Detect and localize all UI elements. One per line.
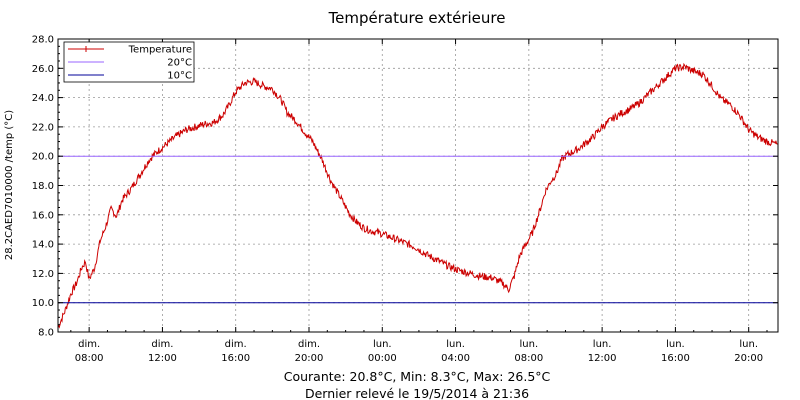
x-tick-time-label: 08:00 — [514, 353, 543, 364]
legend-label: 20°C — [167, 58, 192, 69]
y-tick-label: 12.0 — [32, 269, 54, 280]
y-tick-label: 14.0 — [32, 240, 54, 251]
y-axis-label: 28.2CAED7010000 /temp (°C) — [4, 110, 15, 260]
x-tick-day-label: lun. — [666, 339, 685, 350]
x-tick-time-label: 12:00 — [148, 353, 177, 364]
y-tick-label: 16.0 — [32, 210, 54, 221]
x-tick-time-label: 08:00 — [75, 353, 104, 364]
x-tick-day-label: lun. — [593, 339, 612, 350]
x-tick-time-label: 00:00 — [368, 353, 397, 364]
legend-label: Temperature — [128, 45, 192, 56]
legend: Temperature 20°C 10°C — [63, 41, 195, 83]
y-tick-label: 20.0 — [32, 152, 54, 163]
y-tick-label: 8.0 — [38, 328, 54, 339]
x-tick-time-label: 20:00 — [295, 353, 324, 364]
y-tick-label: 24.0 — [32, 93, 54, 104]
x-tick-time-label: 16:00 — [221, 353, 250, 364]
x-tick-time-label: 20:00 — [734, 353, 763, 364]
x-tick-day-label: dim. — [78, 339, 100, 350]
legend-label: 10°C — [167, 71, 192, 82]
chart-title: Température extérieure — [328, 9, 506, 27]
footer-last-reading: Dernier relevé le 19/5/2014 à 21:36 — [305, 386, 529, 400]
series-line-temperature — [57, 62, 779, 329]
x-tick-time-label: 12:00 — [588, 353, 617, 364]
x-axis: dim. 08:00 dim. 12:00 dim. 16:00 dim. 20:00 lun.… — [70, 39, 768, 364]
x-tick-day-label: lun. — [373, 339, 392, 350]
y-tick-label: 28.0 — [32, 35, 54, 46]
series-layer — [57, 62, 779, 329]
x-tick-time-label: 04:00 — [441, 353, 470, 364]
x-tick-day-label: dim. — [298, 339, 320, 350]
x-tick-day-label: lun. — [446, 339, 465, 350]
x-tick-day-label: dim. — [151, 339, 173, 350]
x-tick-day-label: dim. — [225, 339, 247, 350]
x-tick-day-label: lun. — [739, 339, 758, 350]
x-tick-time-label: 16:00 — [661, 353, 690, 364]
x-tick-day-label: lun. — [520, 339, 539, 350]
y-tick-label: 26.0 — [32, 64, 54, 75]
grid — [58, 39, 778, 332]
y-axis: 8.0 10.0 12.0 14.0 16.0 18.0 20.0 22.0 24.0 26.0 2… — [32, 35, 778, 339]
footer-stats: Courante: 20.8°C, Min: 8.3°C, Max: 26.5°… — [284, 369, 551, 384]
y-tick-label: 22.0 — [32, 122, 54, 133]
y-tick-label: 18.0 — [32, 181, 54, 192]
y-tick-label: 10.0 — [32, 298, 54, 309]
